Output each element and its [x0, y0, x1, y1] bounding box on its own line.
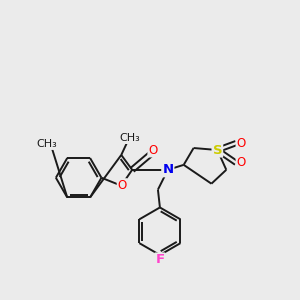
Text: O: O [236, 136, 246, 150]
Text: S: S [213, 143, 222, 157]
Text: O: O [118, 179, 127, 192]
Text: CH₃: CH₃ [37, 139, 57, 149]
Text: F: F [155, 254, 164, 266]
Text: O: O [236, 156, 246, 170]
Text: CH₃: CH₃ [120, 133, 141, 143]
Text: N: N [162, 163, 173, 176]
Text: O: O [148, 143, 158, 157]
